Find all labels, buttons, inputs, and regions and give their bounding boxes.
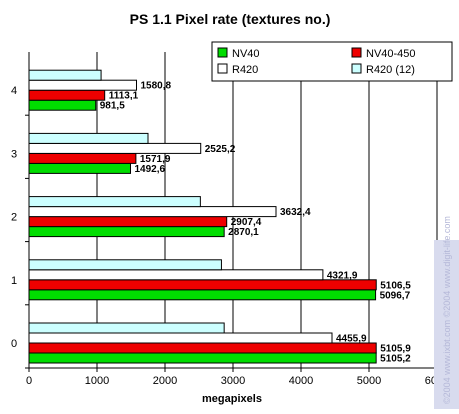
bar-nv40-cat-4: [28, 99, 97, 111]
data-label: 2525,2: [205, 144, 236, 155]
y-tick-label: 4: [11, 85, 17, 97]
data-label: 5105,9: [380, 344, 411, 355]
x-tick-label: 0: [26, 375, 32, 387]
bar-r420-12-cat-2: [28, 196, 201, 208]
bar-r420-cat-1: [28, 269, 324, 281]
bar-r420-12-cat-1: [28, 259, 222, 271]
bar-nv40-cat-2: [28, 226, 225, 238]
x-tick-label: 5000: [357, 375, 381, 387]
chart-title: PS 1.1 Pixel rate (textures no.): [130, 11, 331, 27]
legend: NV40 NV40-450 R420 R420 (12): [211, 41, 453, 82]
watermark-background: [434, 240, 459, 409]
y-tick-label: 3: [11, 148, 17, 160]
bar-r420-cat-2: [28, 206, 277, 218]
x-axis-title: megapixels: [202, 393, 262, 405]
data-label: 3632,4: [280, 207, 311, 218]
y-tick-label: 1: [11, 275, 17, 287]
legend-swatch: [351, 47, 362, 58]
x-tick-label: 3000: [221, 375, 245, 387]
bar-r420-12-cat-0: [28, 322, 225, 334]
bar-nv40-cat-0: [28, 352, 377, 364]
data-label: 1492,6: [134, 164, 165, 175]
data-label: 5106,5: [380, 280, 411, 291]
bar-nv40-cat-3: [28, 162, 131, 174]
bar-r420-cat-3: [28, 142, 202, 154]
watermark-strip: ©2004 www.ixbt.com ©2004 www.digit-life.…: [434, 216, 459, 409]
x-tick-label: 4000: [289, 375, 313, 387]
x-tick-label: 1000: [85, 375, 109, 387]
legend-swatch: [217, 63, 228, 74]
legend-swatch: [351, 63, 362, 74]
legend-label: R420: [232, 64, 258, 76]
x-tick-label: 2000: [153, 375, 177, 387]
y-tick-label: 0: [11, 338, 17, 350]
data-label: 1571,9: [140, 154, 171, 165]
data-label: 2870,1: [228, 227, 259, 238]
legend-box: [211, 41, 453, 82]
bar-r420-12-cat-3: [28, 132, 149, 144]
bar-nv40-450-cat-1: [28, 279, 377, 291]
legend-label: NV40-450: [366, 48, 416, 60]
data-label: 981,5: [100, 101, 125, 112]
bar-nv40-450-cat-4: [28, 89, 106, 101]
data-label: 4455,9: [336, 334, 367, 345]
data-label: 4321,9: [327, 270, 358, 281]
legend-swatch: [217, 47, 228, 58]
bar-r420-12-cat-4: [28, 69, 102, 81]
y-tick-label: 2: [11, 212, 17, 224]
bar-r420-cat-4: [28, 79, 137, 91]
data-label: 1113,1: [109, 91, 139, 102]
bar-nv40-450-cat-3: [28, 152, 137, 164]
bar-nv40-450-cat-0: [28, 342, 377, 354]
legend-label: NV40: [232, 48, 260, 60]
watermark-text: ©2004 www.ixbt.com ©2004 www.digit-life.…: [442, 216, 452, 404]
bars-layer: [28, 69, 377, 364]
data-label: 5105,2: [380, 354, 411, 365]
data-label: 5096,7: [380, 290, 411, 301]
bar-r420-cat-0: [28, 332, 333, 344]
data-label: 2907,4: [231, 217, 262, 228]
legend-label: R420 (12): [366, 64, 415, 76]
bar-nv40-cat-1: [28, 289, 377, 301]
bar-nv40-450-cat-2: [28, 216, 228, 228]
data-label: 1580,8: [140, 81, 171, 92]
axes-layer: 010002000300040005000600001234: [11, 52, 449, 387]
